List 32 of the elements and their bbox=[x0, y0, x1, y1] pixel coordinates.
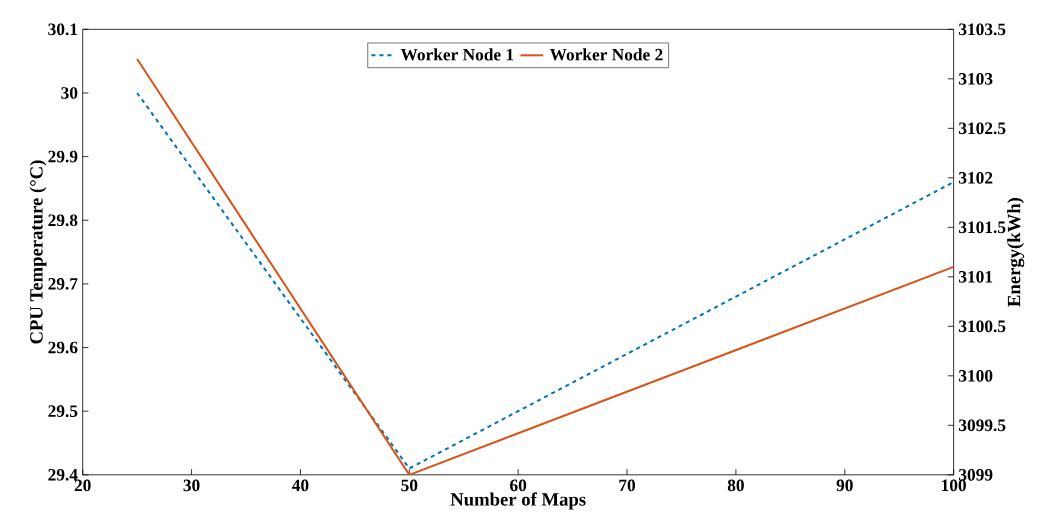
y-tick-label: 30 bbox=[61, 87, 78, 99]
x-tick-label: 30 bbox=[183, 479, 200, 492]
y2-axis-title: Energy(kWh) bbox=[1007, 198, 1025, 307]
x-tick-label: 40 bbox=[291, 479, 309, 492]
x-tick-label: 100 bbox=[942, 479, 966, 492]
x-axis-title: Number of Maps bbox=[450, 492, 586, 510]
y2-tick-label: 3103 bbox=[958, 73, 993, 85]
y-tick-label: 29.4 bbox=[48, 469, 78, 481]
y2-tick-label: 3103.5 bbox=[958, 23, 1006, 36]
y-tick-label: 29.9 bbox=[48, 150, 78, 163]
y2-tick-label: 3099.5 bbox=[958, 419, 1006, 432]
y-tick-label: 30.1 bbox=[48, 23, 78, 36]
x-tick-label: 70 bbox=[619, 479, 636, 492]
x-tick-label: 90 bbox=[836, 479, 853, 492]
x-tick-label: 80 bbox=[727, 479, 744, 492]
y2-tick-label: 3100.5 bbox=[958, 320, 1006, 333]
y-tick-label: 29.6 bbox=[48, 341, 78, 354]
y2-tick-label: 3101 bbox=[958, 271, 993, 283]
y-tick-label: 29.5 bbox=[48, 405, 78, 418]
legend-label: Worker Node 1 bbox=[400, 48, 514, 61]
y-tick-label: 29.7 bbox=[48, 278, 78, 290]
y2-tick-label: 3102 bbox=[958, 172, 993, 184]
y2-tick-label: 3099 bbox=[958, 469, 993, 481]
y2-tick-label: 3101.5 bbox=[958, 221, 1006, 234]
x-tick-label: 50 bbox=[401, 479, 418, 492]
y-tick-label: 29.8 bbox=[48, 214, 78, 227]
x-tick-label: 60 bbox=[510, 479, 527, 492]
y-axis-title: CPU Temperature (°C) bbox=[29, 160, 47, 344]
y2-tick-label: 3102.5 bbox=[958, 122, 1006, 135]
legend-label: Worker Node 2 bbox=[549, 48, 663, 61]
y2-tick-label: 3100 bbox=[958, 370, 993, 382]
x-tick-label: 20 bbox=[74, 479, 91, 492]
